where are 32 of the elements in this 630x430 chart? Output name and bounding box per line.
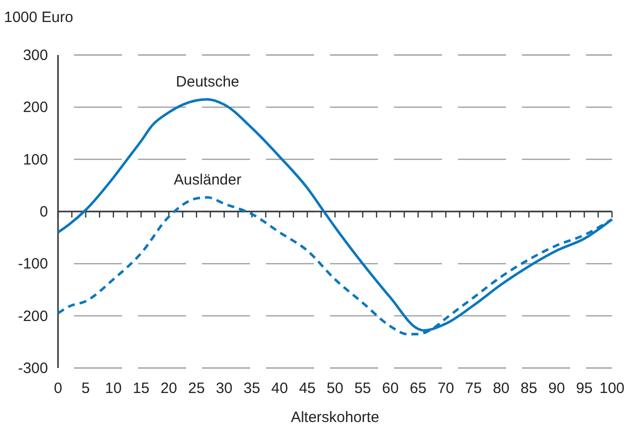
x-tick-label: 60	[382, 380, 399, 397]
x-tick-label: 75	[465, 380, 482, 397]
x-tick-label: 90	[548, 380, 565, 397]
x-tick-label: 55	[354, 380, 372, 397]
x-tick-label: 95	[576, 380, 593, 397]
x-tick-label: 65	[410, 380, 426, 397]
x-tick-label: 100	[599, 380, 625, 397]
y-tick-label: -200	[18, 308, 48, 325]
x-tick-label: 10	[105, 380, 122, 397]
x-tick-label: 25	[188, 380, 205, 397]
y-tick-label: 100	[22, 151, 48, 168]
x-tick-label: 50	[326, 380, 344, 397]
y-axis-title: 1000 Euro	[4, 9, 74, 26]
series-label: Ausländer	[174, 171, 242, 188]
series-label: Deutsche	[176, 73, 240, 90]
x-axis-title: Alterskohorte	[290, 409, 380, 426]
x-tick-label: 15	[132, 380, 150, 397]
x-tick-label: 0	[54, 380, 62, 397]
y-tick-label: 200	[22, 99, 48, 116]
x-tick-label: 80	[492, 380, 510, 397]
x-tick-label: 45	[298, 380, 316, 397]
x-tick-label: 85	[520, 380, 538, 397]
x-tick-label: 40	[271, 380, 288, 397]
x-tick-label: 20	[160, 380, 178, 397]
y-tick-label: -300	[18, 360, 48, 377]
x-tick-label: 35	[244, 380, 260, 397]
x-tick-label: 70	[437, 380, 454, 397]
x-tick-label: 5	[82, 380, 90, 397]
y-tick-label: 0	[40, 204, 48, 220]
x-tick-label: 30	[216, 380, 233, 397]
y-tick-label: 300	[22, 47, 48, 64]
y-tick-label: -100	[18, 256, 48, 273]
